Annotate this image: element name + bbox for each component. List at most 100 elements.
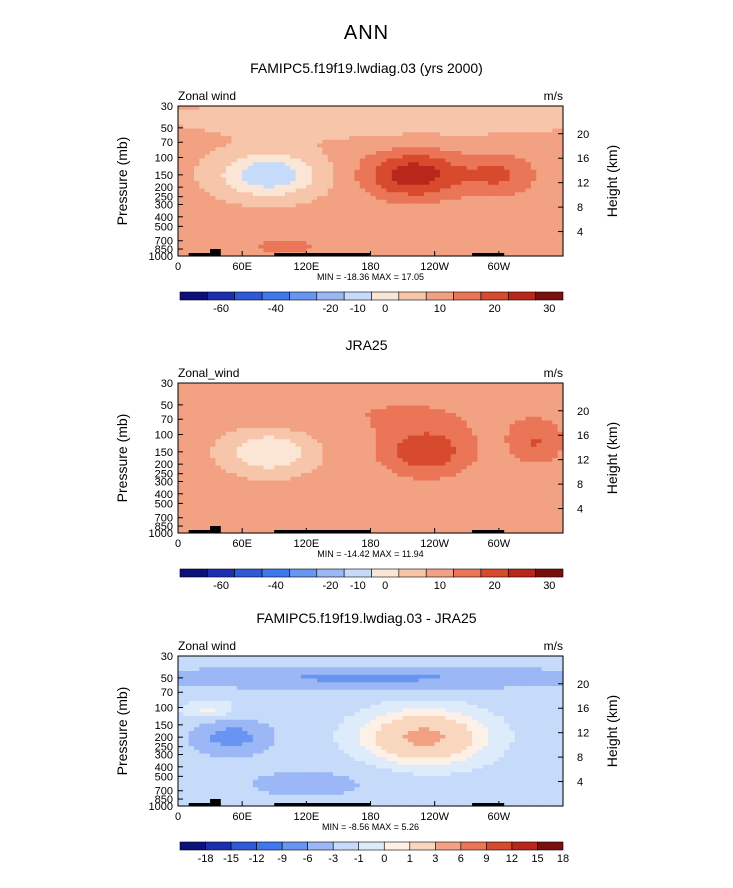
contour-cell (557, 207, 564, 212)
contour-cell (407, 491, 414, 497)
contour-cell (252, 143, 259, 148)
contour-cell (231, 383, 238, 388)
contour-cell (327, 420, 334, 425)
contour-cell (370, 484, 377, 489)
contour-cell (445, 252, 452, 257)
contour-cell (407, 207, 414, 212)
contour-cell (220, 226, 227, 231)
contour-cell (338, 413, 345, 418)
contour-cell (263, 431, 270, 437)
contour-cell (359, 226, 366, 231)
contour-cell (504, 252, 511, 257)
contour-cell (370, 450, 377, 455)
contour-cell (370, 173, 377, 178)
contour-cell (183, 173, 190, 178)
contour-cell (268, 510, 275, 515)
contour-cell (268, 484, 275, 489)
contour-cell (284, 435, 291, 440)
contour-cell (391, 184, 398, 190)
contour-cell (333, 113, 340, 118)
contour-cell (472, 196, 479, 201)
contour-cell (220, 128, 227, 133)
contour-cell (210, 386, 217, 392)
contour-cell (274, 244, 281, 250)
contour-cell (546, 173, 553, 178)
contour-cell (284, 413, 291, 418)
contour-cell (418, 113, 425, 118)
contour-cell (300, 132, 307, 137)
contour-cell (236, 461, 243, 467)
contour-cell (402, 390, 409, 395)
contour-cell (311, 416, 318, 422)
contour-cell (397, 450, 404, 455)
contour-cell (413, 488, 420, 493)
contour-cell (370, 154, 377, 160)
contour-cell (290, 196, 297, 201)
contour-cell (418, 121, 425, 126)
contour-cell (258, 428, 265, 433)
contour-cell (429, 169, 436, 175)
contour-cell (536, 222, 543, 227)
contour-cell (300, 177, 307, 182)
contour-cell (349, 169, 356, 175)
contour-cell (504, 192, 511, 197)
contour-cell (375, 409, 382, 414)
contour-cell (338, 461, 345, 467)
contour-cell (258, 124, 265, 130)
contour-cell (247, 192, 254, 197)
contour-cell (546, 214, 553, 220)
contour-cell (429, 173, 436, 178)
contour-cell (220, 525, 227, 530)
contour-cell (306, 248, 313, 253)
contour-cell (525, 147, 532, 152)
contour-cell (317, 214, 323, 220)
contour-cell (247, 177, 254, 182)
contour-cell (258, 177, 265, 182)
contour-cell (263, 233, 270, 238)
contour-cell (284, 237, 291, 242)
contour-cell (268, 420, 275, 425)
contour-cell (247, 188, 254, 193)
contour-cell (349, 143, 356, 148)
contour-cell (215, 177, 222, 182)
contour-cell (268, 196, 275, 201)
contour-cell (546, 222, 553, 227)
contour-cell (391, 177, 398, 182)
contour-cell (423, 109, 430, 115)
contour-cell (204, 518, 211, 523)
main-title: ANN (343, 22, 390, 44)
contour-cell (402, 151, 409, 156)
contour-cell (381, 405, 388, 410)
contour-cell (236, 443, 243, 448)
contour-cell (268, 439, 275, 444)
contour-cell (268, 405, 275, 410)
contour-cell (536, 128, 543, 133)
contour-cell (477, 143, 484, 148)
contour-cell (413, 461, 420, 467)
contour-cell (402, 192, 409, 197)
contour-cell (279, 450, 286, 455)
contour-cell (204, 386, 211, 392)
contour-cell (236, 203, 243, 208)
contour-cell (343, 151, 350, 156)
contour-cell (242, 177, 249, 182)
contour-cell (418, 237, 425, 242)
contour-cell (226, 143, 233, 148)
contour-cell (370, 394, 377, 399)
contour-cell (445, 431, 452, 437)
contour-cell (322, 435, 329, 440)
contour-cell (268, 398, 275, 403)
contour-cell (252, 465, 259, 470)
contour-cell (488, 154, 495, 160)
contour-cell (183, 196, 190, 201)
contour-cell (359, 173, 366, 178)
contour-cell (418, 510, 425, 515)
contour-cell (327, 124, 334, 130)
contour-cell (423, 424, 430, 429)
contour-cell (472, 199, 479, 205)
contour-cell (477, 117, 484, 122)
contour-cell (477, 248, 484, 253)
contour-cell (407, 233, 414, 238)
contour-cell (498, 248, 505, 253)
contour-cell (365, 521, 372, 527)
